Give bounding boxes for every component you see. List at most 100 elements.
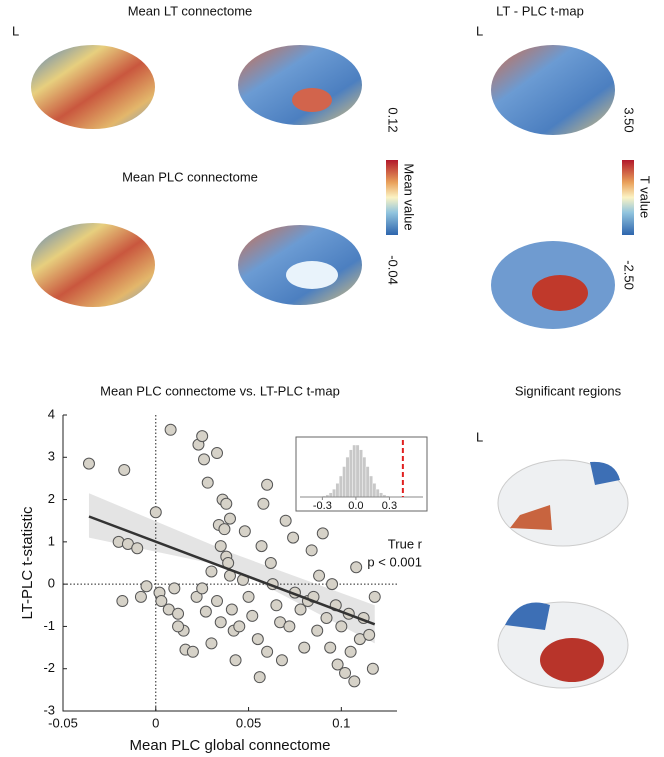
annotation: True r [388,536,423,551]
point [325,642,336,653]
point [288,532,299,543]
histogram-bar [336,483,339,497]
point [271,600,282,611]
x-tick-label: 0.1 [332,715,350,730]
histogram-bar [339,476,342,497]
hemisphere-label: L [12,23,19,38]
point [276,655,287,666]
panel-title: Mean PLC connectome vs. LT-PLC t-map [100,383,340,398]
point [258,498,269,509]
hemisphere-label: L [476,23,483,38]
hemisphere-label: L [476,429,483,444]
point [265,558,276,569]
histogram-bar [353,445,356,497]
point [252,634,263,645]
point [364,629,375,640]
point [212,596,223,607]
point [225,513,236,524]
histogram-bar [349,450,352,497]
point [349,676,360,687]
y-tick-label: 1 [48,533,55,548]
point [239,526,250,537]
point [173,621,184,632]
figure: Mean LT connectome Mean PLC connectome L… [0,0,664,757]
y-axis-label: LT-PLC t-statistic [19,506,36,620]
y-tick-label: 3 [48,449,55,464]
point [165,424,176,435]
y-tick-label: 4 [48,406,55,421]
point [247,610,258,621]
point [215,541,226,552]
point [284,621,295,632]
panel-title: Mean PLC connectome [122,169,258,184]
histogram-bar [376,489,379,497]
histogram-bar [369,476,372,497]
histogram-bar [359,450,362,497]
y-tick-label: -3 [43,702,55,717]
inset-tick-label: 0.0 [348,500,363,512]
histogram-bar [342,467,345,497]
colorbar-max: 3.50 [622,107,637,132]
colorbar [622,160,634,235]
x-axis-label: Mean PLC global connectome [130,737,331,754]
point [135,591,146,602]
histogram-bar [373,483,376,497]
inset-tick-label: 0.3 [382,500,397,512]
colorbar-label: T value [638,176,653,218]
colorbar-label: Mean value [402,163,417,230]
annotation: p < 0.001 [367,554,422,569]
point [367,663,378,674]
point [199,454,210,465]
point [141,581,152,592]
panel-title: Significant regions [515,383,622,398]
colorbar [386,160,398,235]
point [321,612,332,623]
x-tick-label: 0.05 [236,715,261,730]
point [256,541,267,552]
point [243,591,254,602]
point [117,596,128,607]
histogram-bar [329,493,332,497]
point [173,608,184,619]
point [345,646,356,657]
point [119,464,130,475]
point [200,606,211,617]
histogram-bar [363,457,366,497]
point [262,646,273,657]
point [226,604,237,615]
point [197,431,208,442]
point [317,528,328,539]
histogram-bar [332,489,335,497]
point [83,458,94,469]
colorbar-max: 0.12 [386,107,401,132]
histogram-bar [379,493,382,497]
point [169,583,180,594]
colorbar-min: -2.50 [622,260,637,290]
point [230,655,241,666]
point [206,638,217,649]
y-tick-label: 2 [48,491,55,506]
colorbar-min: -0.04 [386,255,401,285]
point [351,562,362,573]
point [206,566,217,577]
point [234,621,245,632]
point [312,625,323,636]
y-tick-label: -2 [43,660,55,675]
point [132,543,143,554]
point [219,524,230,535]
point [254,672,265,683]
point [187,646,198,657]
x-tick-label: 0 [152,715,159,730]
point [299,642,310,653]
y-tick-label: -1 [43,618,55,633]
point [215,617,226,628]
x-tick-label: -0.05 [48,715,78,730]
point [340,667,351,678]
histogram-bar [366,467,369,497]
point [369,591,380,602]
y-tick-label: 0 [48,576,55,591]
point [306,545,317,556]
point [150,507,161,518]
point [221,498,232,509]
